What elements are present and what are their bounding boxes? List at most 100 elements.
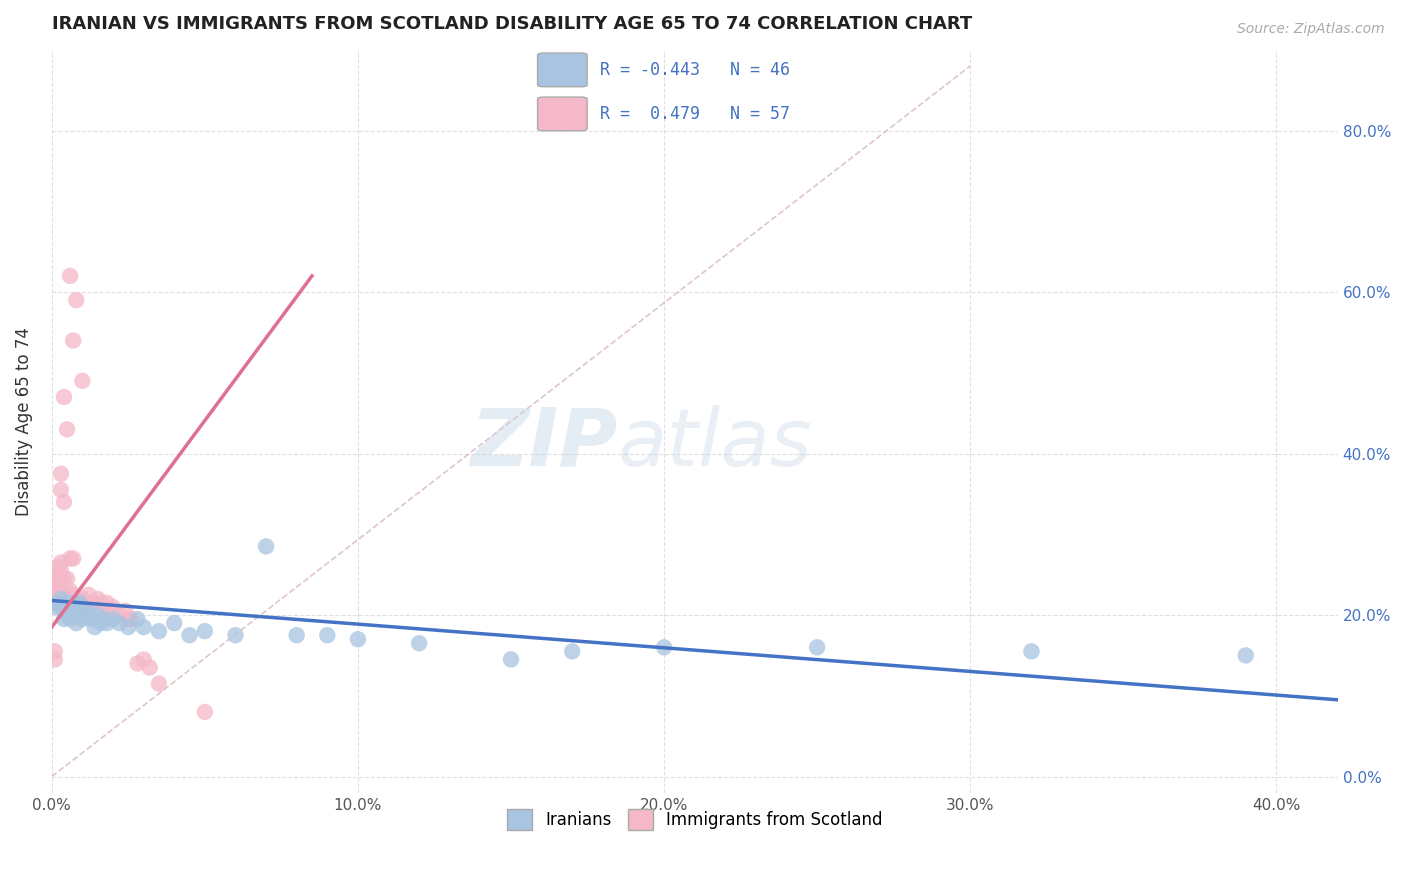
- Point: [46, 596, 69, 610]
- Point: [652, 640, 675, 655]
- Point: [49, 556, 72, 570]
- Point: [120, 612, 142, 626]
- Point: [77, 604, 100, 618]
- Point: [56, 572, 79, 586]
- Point: [194, 705, 217, 719]
- Point: [44, 599, 66, 614]
- Point: [114, 604, 136, 618]
- Point: [96, 596, 118, 610]
- Point: [67, 596, 90, 610]
- Point: [49, 572, 72, 586]
- Text: atlas: atlas: [617, 405, 813, 483]
- Y-axis label: Disability Age 65 to 74: Disability Age 65 to 74: [15, 326, 32, 516]
- Point: [56, 607, 79, 622]
- Point: [163, 616, 186, 631]
- Point: [65, 607, 87, 622]
- Point: [56, 591, 79, 606]
- Point: [46, 596, 69, 610]
- Point: [561, 644, 583, 658]
- Point: [62, 596, 84, 610]
- Point: [72, 591, 94, 606]
- Point: [67, 604, 90, 618]
- Point: [83, 620, 105, 634]
- Point: [53, 612, 76, 626]
- Point: [90, 616, 112, 631]
- Point: [67, 596, 90, 610]
- Point: [65, 591, 87, 606]
- Point: [138, 660, 160, 674]
- Point: [46, 583, 69, 598]
- Point: [46, 575, 69, 590]
- Point: [49, 591, 72, 606]
- Point: [347, 632, 370, 647]
- Point: [75, 607, 97, 622]
- Text: Source: ZipAtlas.com: Source: ZipAtlas.com: [1237, 22, 1385, 37]
- Point: [46, 567, 69, 582]
- Point: [44, 652, 66, 666]
- Point: [108, 616, 131, 631]
- Point: [49, 483, 72, 497]
- Point: [46, 591, 69, 606]
- Point: [101, 612, 124, 626]
- Point: [49, 564, 72, 578]
- Text: ZIP: ZIP: [470, 405, 617, 483]
- Point: [49, 467, 72, 481]
- Point: [59, 599, 82, 614]
- Point: [44, 588, 66, 602]
- Point: [56, 596, 79, 610]
- Point: [62, 334, 84, 348]
- Point: [59, 612, 82, 626]
- Point: [59, 551, 82, 566]
- Point: [56, 422, 79, 436]
- Point: [72, 599, 94, 614]
- Point: [53, 572, 76, 586]
- FancyBboxPatch shape: [537, 53, 588, 87]
- Point: [254, 540, 277, 554]
- Legend: Iranians, Immigrants from Scotland: Iranians, Immigrants from Scotland: [501, 803, 890, 837]
- Point: [62, 604, 84, 618]
- Point: [49, 591, 72, 606]
- Point: [132, 620, 155, 634]
- Point: [194, 624, 217, 639]
- Point: [49, 583, 72, 598]
- Point: [62, 588, 84, 602]
- Point: [53, 588, 76, 602]
- Point: [179, 628, 201, 642]
- Point: [86, 591, 108, 606]
- Point: [108, 607, 131, 622]
- Point: [408, 636, 430, 650]
- Point: [806, 640, 828, 655]
- Point: [75, 596, 97, 610]
- Point: [80, 596, 103, 610]
- Point: [117, 620, 139, 634]
- Point: [59, 268, 82, 283]
- Point: [127, 657, 149, 671]
- Point: [316, 628, 339, 642]
- Point: [83, 599, 105, 614]
- Point: [53, 495, 76, 509]
- Point: [285, 628, 308, 642]
- Point: [224, 628, 246, 642]
- Point: [127, 612, 149, 626]
- Point: [44, 596, 66, 610]
- Point: [59, 583, 82, 598]
- Point: [53, 596, 76, 610]
- Point: [53, 390, 76, 404]
- Point: [49, 599, 72, 614]
- Point: [93, 612, 115, 626]
- Point: [499, 652, 522, 666]
- Text: R =  0.479   N = 57: R = 0.479 N = 57: [600, 105, 790, 123]
- Point: [148, 624, 170, 639]
- Text: R = -0.443   N = 46: R = -0.443 N = 46: [600, 61, 790, 78]
- Point: [96, 616, 118, 631]
- FancyBboxPatch shape: [537, 97, 588, 131]
- Point: [80, 612, 103, 626]
- Point: [72, 612, 94, 626]
- Point: [46, 559, 69, 574]
- Point: [93, 599, 115, 614]
- Point: [65, 293, 87, 307]
- Point: [1021, 644, 1043, 658]
- Point: [101, 599, 124, 614]
- Point: [65, 616, 87, 631]
- Point: [53, 604, 76, 618]
